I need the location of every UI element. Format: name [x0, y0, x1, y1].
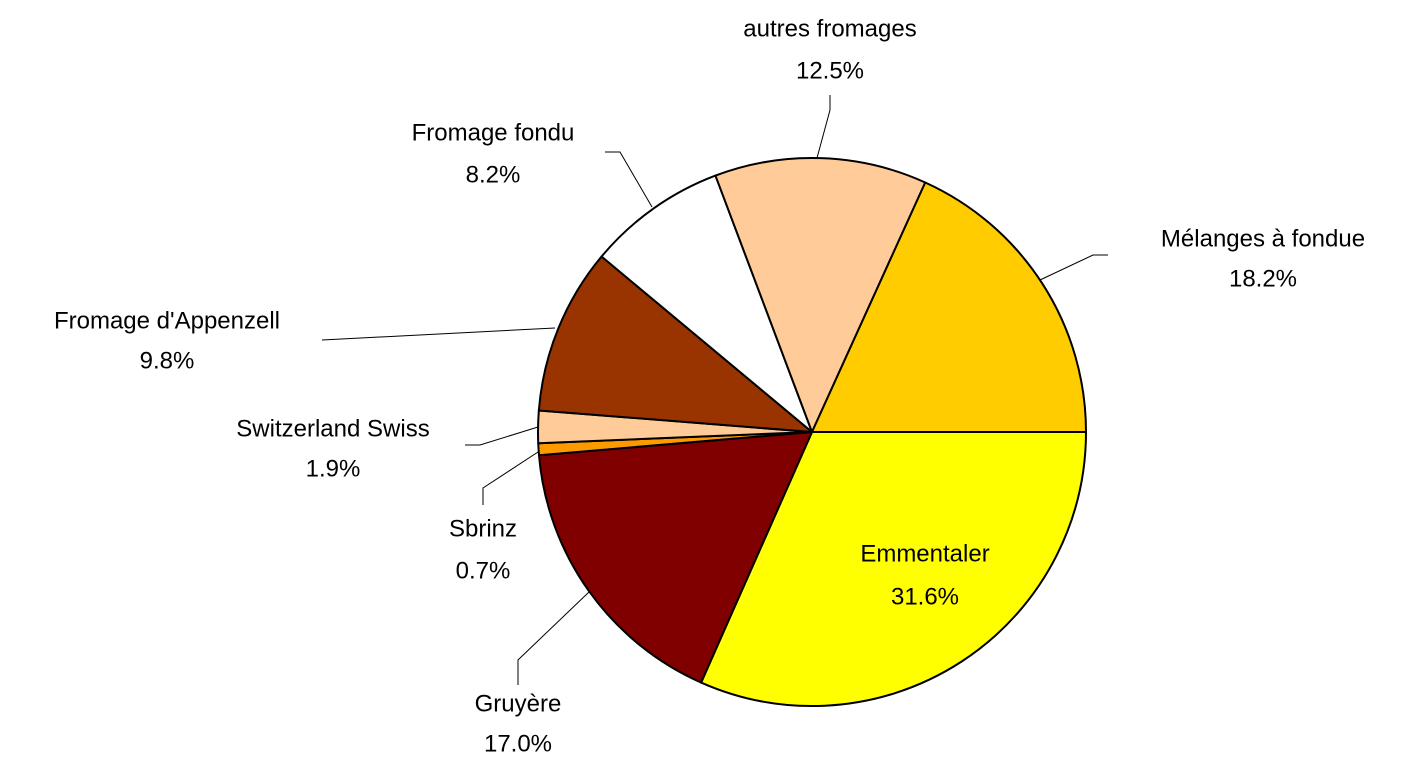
pie-slice [811, 181, 1087, 433]
slice-label: Mélanges à fondue [1161, 225, 1365, 252]
slice-value-label: 8.2% [466, 161, 521, 188]
slice-value-label: 17.0% [484, 730, 552, 757]
slice-label: Gruyère [475, 690, 562, 717]
slice-value-label: 31.6% [891, 583, 959, 610]
pie-slice [537, 431, 813, 684]
slice-label: autres fromages [743, 15, 916, 42]
leader-line [1039, 254, 1108, 281]
pie-slice [700, 431, 1087, 707]
leader-line [465, 426, 539, 446]
leader-line [517, 591, 590, 685]
leader-line [482, 451, 539, 505]
slice-value-label: 9.8% [140, 347, 195, 374]
slice-value-label: 12.5% [796, 57, 864, 84]
leader-line [816, 95, 831, 159]
pie-slice [600, 174, 813, 433]
slice-value-label: 0.7% [456, 557, 511, 584]
pie-slice [537, 255, 813, 433]
slice-label: Fromage fondu [412, 119, 575, 146]
slice-value-label: 18.2% [1229, 265, 1297, 292]
leader-line [321, 327, 556, 341]
slice-label: Switzerland Swiss [236, 415, 429, 442]
pie-slice [714, 157, 927, 433]
slice-label: Fromage d'Appenzell [54, 307, 280, 334]
slice-value-label: 1.9% [306, 455, 361, 482]
slice-label: Sbrinz [449, 515, 517, 542]
slice-label: Emmentaler [860, 540, 989, 567]
leader-line [605, 151, 653, 208]
